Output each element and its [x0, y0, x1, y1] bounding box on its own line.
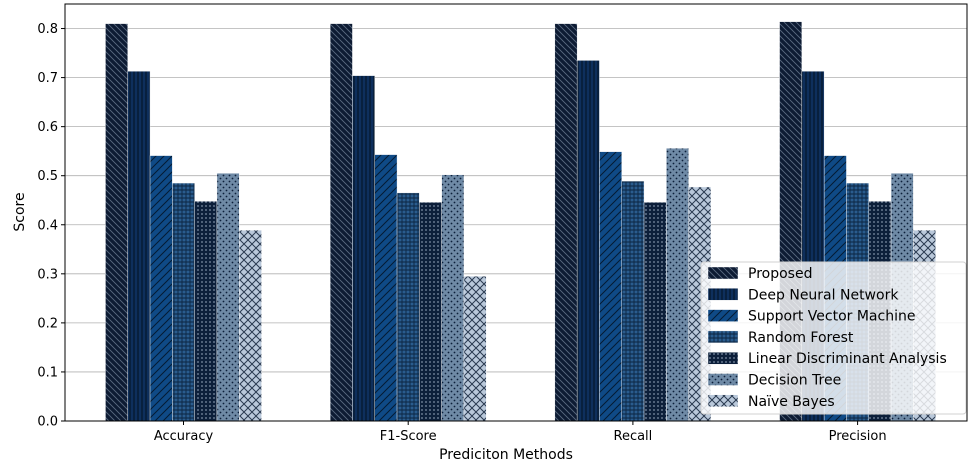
bar	[599, 151, 622, 422]
legend-swatch	[707, 309, 739, 322]
legend: Proposed Deep Neural Network Support Vecto…	[700, 261, 967, 415]
y-tick-label: 0.2	[37, 316, 58, 331]
bar	[441, 174, 465, 422]
bar	[149, 155, 173, 422]
bar	[666, 148, 689, 422]
bar	[576, 60, 600, 422]
bar	[329, 23, 353, 422]
y-tick-label: 0.8	[37, 22, 58, 37]
bar	[216, 173, 240, 422]
x-axis-label: Prediciton Methods	[439, 447, 573, 463]
bar	[419, 201, 442, 422]
y-tick-label: 0.4	[37, 218, 58, 233]
axes	[61, 3, 968, 425]
legend-entry: Support Vector Machine	[748, 309, 915, 325]
bar	[643, 201, 667, 422]
bar	[374, 154, 398, 422]
x-tick-label: F1-Score	[380, 429, 437, 444]
bars	[105, 21, 936, 422]
y-axis-label: Score	[12, 192, 28, 231]
x-tick-label: Recall	[614, 429, 653, 444]
bar	[239, 229, 262, 422]
plot-frame	[64, 3, 968, 422]
bar	[105, 23, 128, 422]
bar	[352, 75, 375, 422]
y-tick-label: 0.1	[37, 365, 58, 380]
legend-swatch	[707, 373, 739, 386]
y-tick-label: 0.5	[37, 169, 58, 184]
bar	[194, 201, 218, 422]
x-tick-label: Accuracy	[154, 429, 214, 444]
legend-entry: Deep Neural Network	[748, 287, 899, 303]
y-tick-label: 0.6	[37, 120, 58, 135]
legend-entry: Linear Discriminant Analysis	[748, 351, 947, 367]
tick-labels: 0.0 0.1 0.2 0.3 0.4 0.5 0.6 0.7 0.8 Accuracy F1-Sc…	[37, 22, 886, 444]
bar	[463, 276, 487, 422]
legend-swatch	[707, 394, 739, 407]
y-tick-label: 0.3	[37, 267, 58, 282]
legend-box	[700, 261, 967, 415]
legend-entry: Random Forest	[748, 330, 854, 346]
legend-entry: Proposed	[748, 266, 812, 282]
y-tick-label: 0.7	[37, 71, 58, 86]
bar	[172, 182, 195, 422]
legend-entry: Naïve Bayes	[748, 394, 835, 410]
y-tick-label: 0.0	[37, 415, 58, 430]
legend-swatch	[707, 288, 739, 301]
legend-swatch	[707, 352, 739, 365]
legend-entry: Decision Tree	[748, 373, 841, 389]
x-tick-label: Precision	[829, 429, 887, 444]
bar	[396, 192, 420, 422]
bar	[621, 180, 645, 422]
bar	[127, 71, 151, 422]
legend-swatch	[707, 330, 739, 344]
bar	[554, 23, 578, 422]
legend-swatch	[707, 266, 739, 280]
